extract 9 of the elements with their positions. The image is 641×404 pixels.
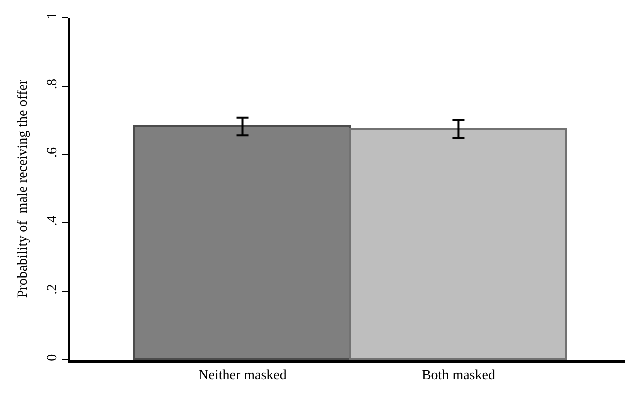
y-tick-label: .8 [46, 79, 61, 90]
x-tick-label: Both masked [422, 368, 496, 384]
y-tick-label: .6 [46, 147, 61, 158]
y-axis-title: Probability of male receiving the offer [16, 80, 31, 298]
y-tick-label: 1 [46, 12, 61, 20]
y-tick-label: .4 [46, 216, 61, 226]
x-tick-label: Neither masked [198, 368, 287, 384]
y-tick-label: 0 [46, 354, 61, 362]
y-tick-label: .2 [46, 284, 61, 295]
